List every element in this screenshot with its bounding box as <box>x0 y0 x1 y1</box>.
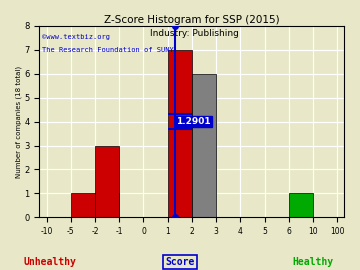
Bar <box>71 193 119 217</box>
Text: Healthy: Healthy <box>293 257 334 267</box>
Text: Unhealthy: Unhealthy <box>24 257 77 267</box>
Y-axis label: Number of companies (18 total): Number of companies (18 total) <box>15 66 22 178</box>
Title: Z-Score Histogram for SSP (2015): Z-Score Histogram for SSP (2015) <box>104 15 280 25</box>
Text: Industry: Publishing: Industry: Publishing <box>150 29 239 38</box>
Text: ©www.textbiz.org: ©www.textbiz.org <box>42 34 110 40</box>
Bar <box>289 193 313 217</box>
Bar <box>95 146 119 217</box>
Bar <box>192 74 216 217</box>
Bar <box>168 50 192 217</box>
Text: The Research Foundation of SUNY: The Research Foundation of SUNY <box>42 47 174 53</box>
Text: Score: Score <box>165 257 195 267</box>
Text: 1.2901: 1.2901 <box>176 117 211 126</box>
